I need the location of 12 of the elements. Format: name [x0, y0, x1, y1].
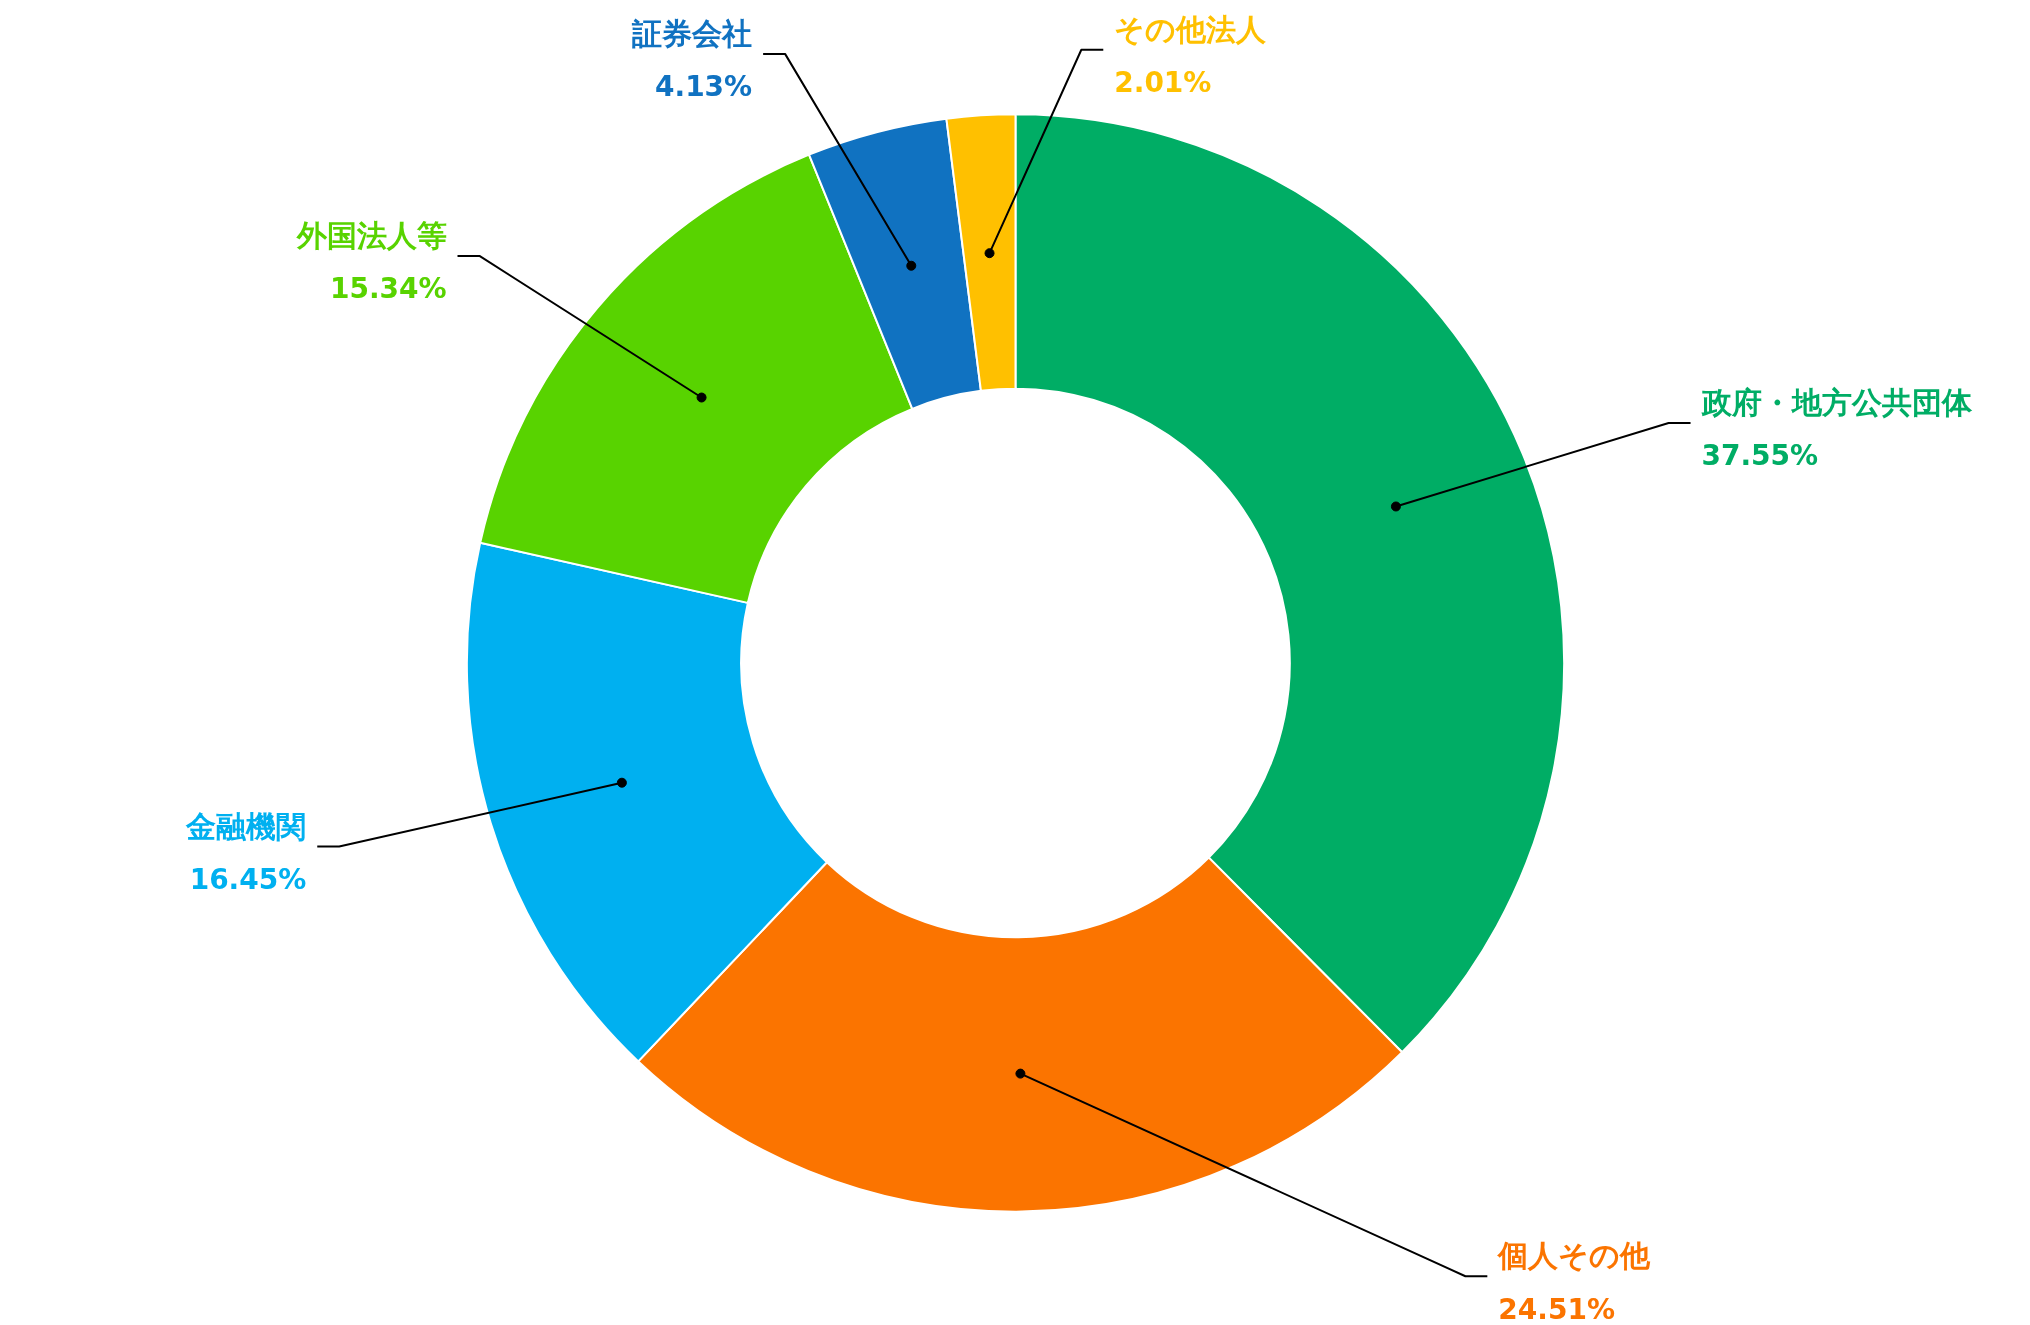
data-label: 15.34%: [329, 272, 447, 306]
slice-label: 個人その他: [1497, 1238, 1652, 1274]
data-label: 37.55%: [1701, 439, 1819, 473]
slice-label: 金融機関: [185, 808, 307, 844]
data-label: 24.51%: [1498, 1292, 1615, 1325]
slice-label: 政府・地方公共団体: [1700, 385, 1973, 421]
slice-label: 外国法人等: [295, 218, 447, 254]
data-label: 16.45%: [189, 862, 307, 896]
data-label: 2.01%: [1114, 66, 1212, 100]
slice-label: その他法人: [1114, 12, 1268, 48]
data-label: 4.13%: [655, 70, 753, 104]
slice-label: 証券会社: [631, 16, 753, 52]
